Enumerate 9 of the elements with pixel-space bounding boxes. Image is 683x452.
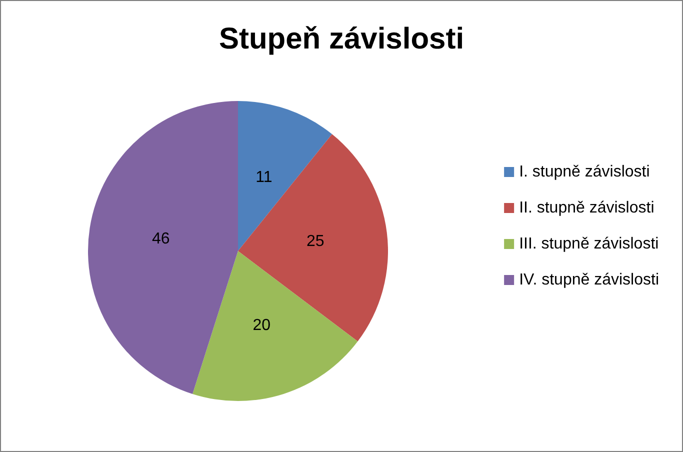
data-label: 25 — [306, 232, 324, 250]
legend-label: I. stupně závislosti — [519, 164, 650, 180]
legend-label: IV. stupně závislosti — [519, 272, 660, 288]
legend-label: III. stupně závislosti — [519, 236, 659, 252]
data-label: 20 — [252, 316, 271, 334]
data-label: 11 — [256, 168, 272, 186]
legend-label: II. stupně závislosti — [519, 200, 654, 216]
chart-title: Stupeň závislosti — [218, 22, 464, 56]
data-label: 46 — [152, 230, 170, 248]
